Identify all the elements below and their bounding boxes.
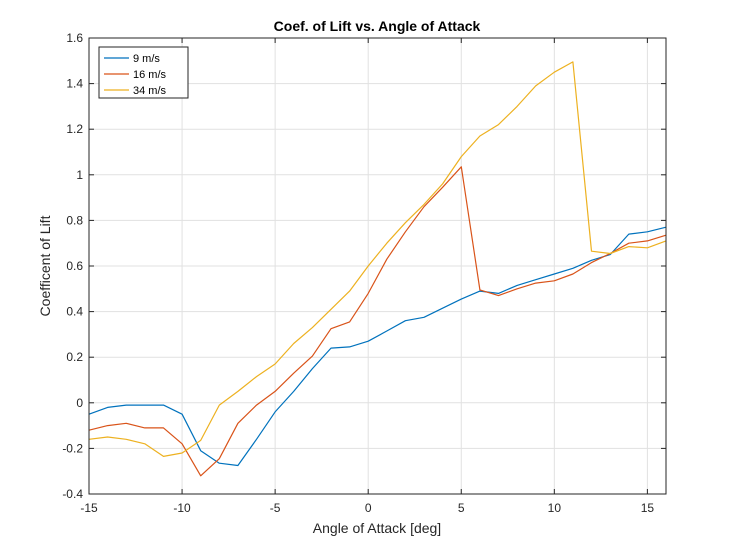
y-tick-label: 1 <box>76 168 83 182</box>
x-axis-label: Angle of Attack [deg] <box>313 520 441 536</box>
legend: 9 m/s 16 m/s 34 m/s <box>98 46 189 99</box>
y-tick-label: -0.4 <box>62 487 83 501</box>
chart-title: Coef. of Lift vs. Angle of Attack <box>274 18 481 34</box>
y-tick-label: 0.4 <box>66 305 83 319</box>
ticks <box>88 37 666 495</box>
x-tick-label: 15 <box>641 501 655 515</box>
x-tick-label: -15 <box>80 501 98 515</box>
x-tick-label: 10 <box>548 501 562 515</box>
y-tick-label: 0.6 <box>66 259 83 273</box>
legend-label-34-m-s: 34 m/s <box>133 85 167 97</box>
y-tick-labels: -0.4 -0.2 0 0.2 0.4 0.6 0.8 1 1.2 1.4 1.6 <box>62 31 83 501</box>
x-tick-label: 5 <box>458 501 465 515</box>
series-group <box>88 61 667 477</box>
y-tick-label: 1.6 <box>66 31 83 45</box>
series-line-16-m-s <box>88 166 667 477</box>
x-tick-label: 0 <box>365 501 372 515</box>
x-tick-label: -5 <box>270 501 281 515</box>
y-tick-label: 0.2 <box>66 350 83 364</box>
y-tick-label: -0.2 <box>62 441 83 455</box>
legend-box <box>98 46 189 99</box>
x-tick-labels: -15 -10 -5 0 5 10 15 <box>80 501 654 515</box>
y-axis-label: Coefficent of Lift <box>37 215 53 316</box>
y-tick-label: 0 <box>76 396 83 410</box>
legend-label-9-m-s: 9 m/s <box>133 53 160 65</box>
x-tick-label: -10 <box>173 501 191 515</box>
y-tick-label: 1.2 <box>66 122 83 136</box>
series-line-34-m-s <box>88 61 667 457</box>
y-tick-label: 1.4 <box>66 77 83 91</box>
series-line-9-m-s <box>88 226 667 467</box>
legend-label-16-m-s: 16 m/s <box>133 69 167 81</box>
y-tick-label: 0.8 <box>66 213 83 227</box>
